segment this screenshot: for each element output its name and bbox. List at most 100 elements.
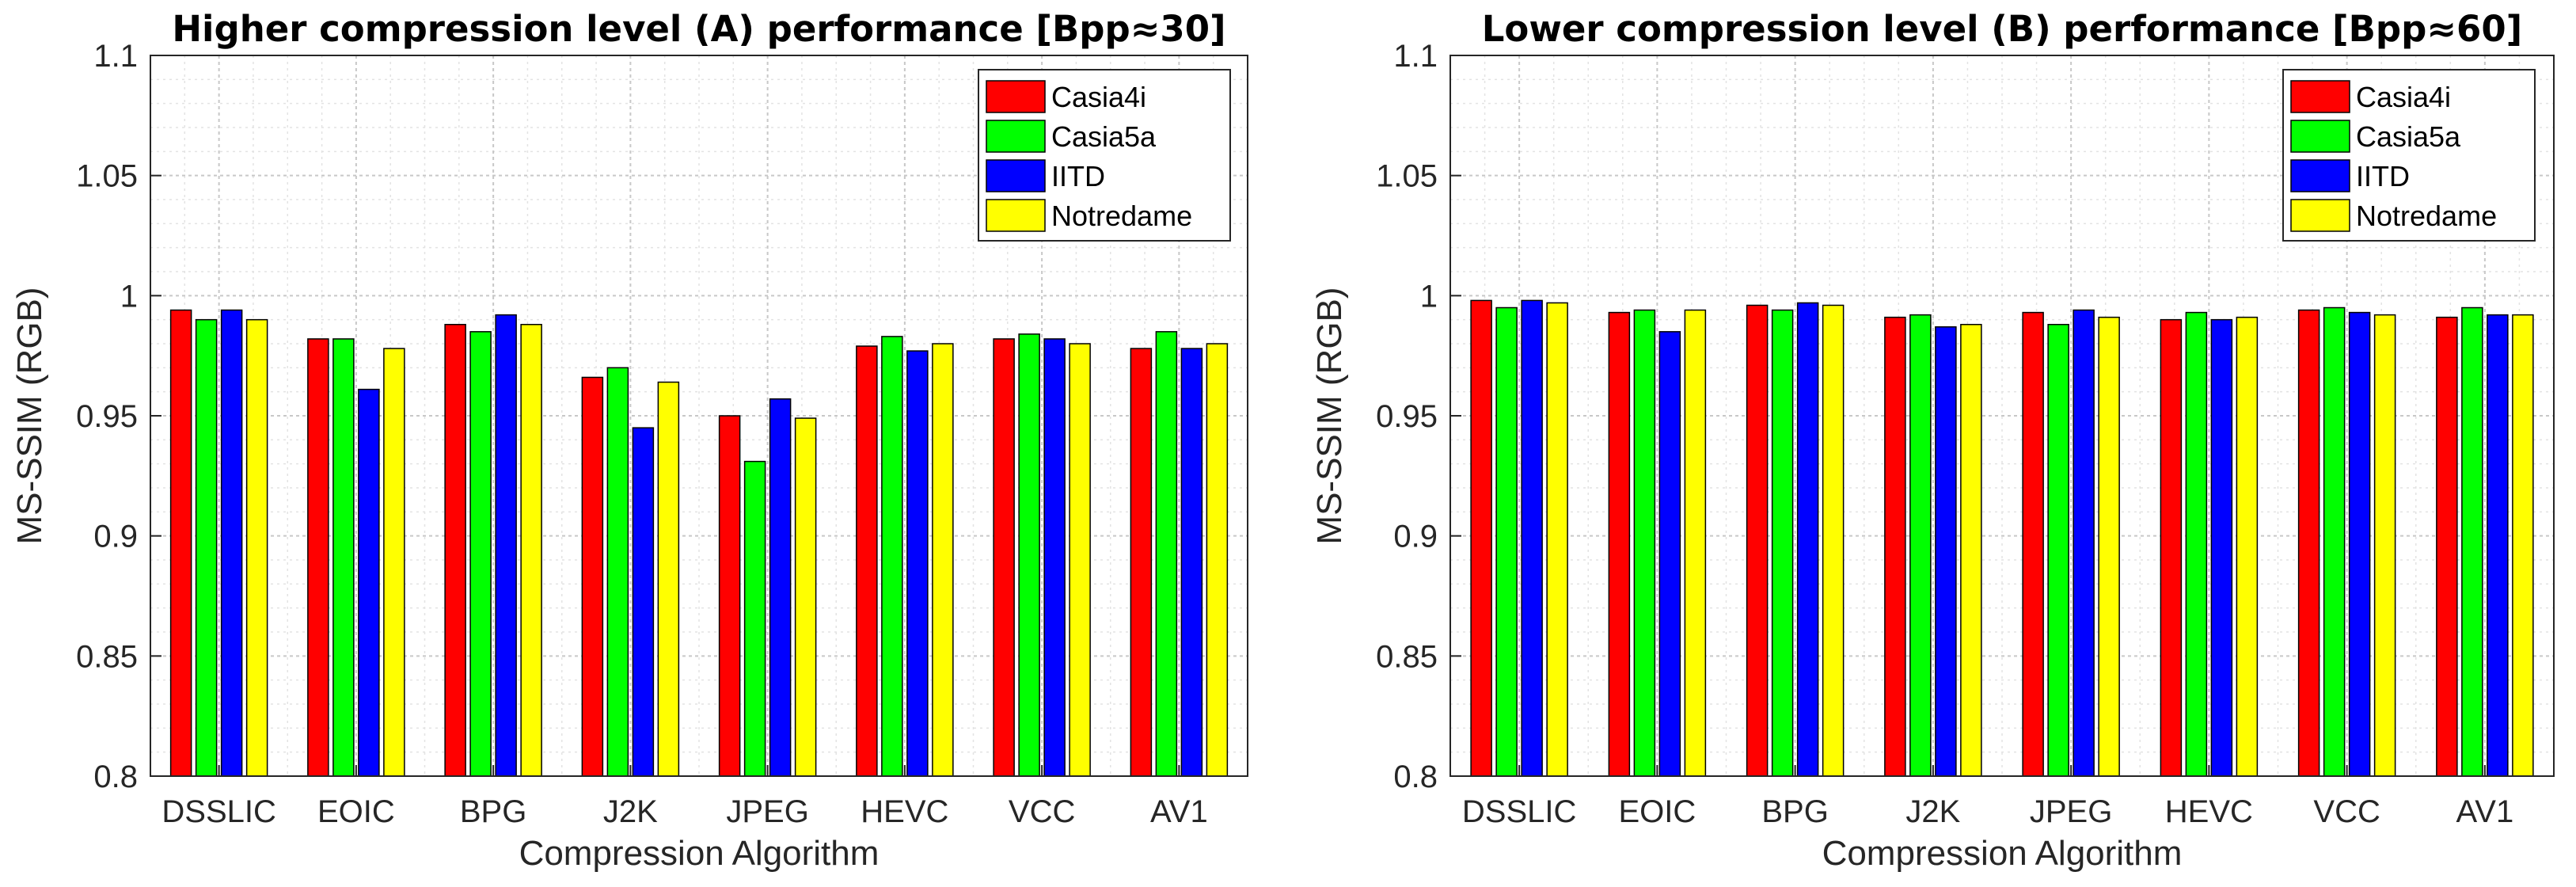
bar-iitd-bpg <box>495 314 517 777</box>
x-tick-label: DSSLIC <box>1462 794 1577 829</box>
y-tick-label: 1.05 <box>76 159 138 194</box>
legend-swatch-notredame <box>986 199 1046 232</box>
y-tick-label: 0.8 <box>1393 759 1438 794</box>
bar-casia5a-dsslic <box>195 318 218 777</box>
bar-iitd-hevc <box>2210 318 2233 777</box>
bar-casia4i-eoic <box>1608 311 1631 777</box>
bar-iitd-eoic <box>1658 331 1681 777</box>
bar-casia4i-vcc <box>993 338 1015 777</box>
legend-label-casia4i: Casia4i <box>1051 81 1146 113</box>
bar-casia5a-hevc <box>881 336 903 777</box>
bar-iitd-j2k <box>1935 326 1957 777</box>
x-tick-label: VCC <box>1009 794 1075 829</box>
x-tick-label: EOIC <box>317 794 395 829</box>
bar-casia5a-eoic <box>1633 309 1656 777</box>
bar-iitd-jpeg <box>769 398 792 777</box>
bar-casia4i-bpg <box>444 323 466 777</box>
x-tick-label: AV1 <box>1150 794 1208 829</box>
x-tick-label: AV1 <box>2456 794 2514 829</box>
bar-casia4i-hevc <box>2160 318 2183 777</box>
bar-iitd-jpeg <box>2073 309 2095 777</box>
bar-notredame-bpg <box>1822 304 1845 777</box>
x-axis-label: Compression Algorithm <box>1822 834 2183 873</box>
bar-casia4i-j2k <box>1884 316 1906 777</box>
bar-notredame-vcc <box>2373 314 2396 777</box>
y-tick-label: 0.9 <box>93 520 138 554</box>
bar-notredame-jpeg <box>2098 316 2120 777</box>
x-tick-label: VCC <box>2313 794 2380 829</box>
chart-panel-1: 0.8 0.85 0.9 0.95 1 1.05 1.1 DSSLIC EOIC BPG J2K JP… <box>10 8 1248 873</box>
bar-notredame-eoic <box>1684 309 1707 777</box>
axes-box <box>1449 55 2555 777</box>
legend-swatch-casia5a <box>986 120 1046 153</box>
bar-iitd-dsslic <box>1521 299 1543 777</box>
bar-casia4i-av1 <box>1130 348 1153 777</box>
bar-casia4i-dsslic <box>1470 299 1492 777</box>
bar-casia5a-dsslic <box>1495 306 1518 777</box>
bar-notredame-j2k <box>657 381 680 777</box>
bar-casia4i-j2k <box>581 376 604 777</box>
bar-casia4i-hevc <box>856 345 878 777</box>
bar-casia5a-hevc <box>2185 311 2208 777</box>
bar-notredame-j2k <box>1960 323 1982 777</box>
bar-iitd-j2k <box>632 427 655 777</box>
bar-notredame-vcc <box>1069 343 1091 777</box>
bar-casia4i-av1 <box>2436 316 2458 777</box>
legend-label-notredame: Notredame <box>1051 200 1192 232</box>
legend-swatch-notredame <box>2290 199 2350 232</box>
bar-iitd-dsslic <box>220 309 243 777</box>
chart-title: Lower compression level (B) performance … <box>1482 8 2523 50</box>
bar-casia5a-bpg <box>469 331 492 777</box>
legend-label-iitd: IITD <box>1051 160 1105 192</box>
bar-iitd-av1 <box>2487 314 2509 777</box>
bar-iitd-av1 <box>1180 348 1203 777</box>
bar-iitd-vcc <box>1043 338 1066 777</box>
x-tick-label: J2K <box>603 794 658 829</box>
bar-casia5a-jpeg <box>2047 323 2069 777</box>
bar-iitd-hevc <box>906 350 929 777</box>
x-tick-label: EOIC <box>1618 794 1696 829</box>
bar-notredame-bpg <box>520 323 542 777</box>
bar-casia4i-jpeg <box>718 415 741 777</box>
y-tick-label: 1 <box>1420 279 1438 314</box>
y-tick-label: 0.9 <box>1393 520 1438 554</box>
bar-iitd-bpg <box>1796 302 1819 777</box>
bar-casia4i-bpg <box>1746 304 1769 777</box>
bar-casia5a-j2k <box>1909 314 1932 777</box>
legend-swatch-casia4i <box>2290 80 2350 113</box>
bar-iitd-vcc <box>2348 311 2371 777</box>
legend: Casia4i Casia5a IITD Notredame <box>978 69 1231 242</box>
chart-title: Higher compression level (A) performance… <box>172 8 1225 50</box>
y-tick-label: 1.1 <box>93 39 138 74</box>
y-tick-label: 1.1 <box>1393 39 1438 74</box>
bar-notredame-hevc <box>2236 316 2259 777</box>
x-tick-label: DSSLIC <box>161 794 276 829</box>
bar-casia5a-vcc <box>1018 333 1040 777</box>
bar-notredame-dsslic <box>1546 302 1568 777</box>
bar-notredame-jpeg <box>794 417 817 777</box>
legend: Casia4i Casia5a IITD Notredame <box>2282 69 2536 242</box>
bar-casia4i-eoic <box>307 338 329 777</box>
y-tick-label: 0.8 <box>93 759 138 794</box>
bar-casia5a-j2k <box>606 367 629 777</box>
y-axis-label: MS-SSIM (RGB) <box>1310 287 1349 544</box>
y-tick-label: 1 <box>120 279 138 314</box>
x-tick-label: HEVC <box>861 794 948 829</box>
bar-casia5a-jpeg <box>743 460 766 777</box>
legend-swatch-casia4i <box>986 80 1046 113</box>
x-axis-label: Compression Algorithm <box>519 834 880 873</box>
legend-label-casia5a: Casia5a <box>2356 120 2461 153</box>
y-tick-label: 0.95 <box>1376 399 1438 434</box>
y-tick-label: 0.85 <box>76 639 138 674</box>
legend-swatch-iitd <box>2290 159 2350 192</box>
bar-notredame-hevc <box>932 343 954 777</box>
legend-swatch-casia5a <box>2290 120 2350 153</box>
legend-label-iitd: IITD <box>2356 160 2410 192</box>
bar-casia4i-vcc <box>2297 309 2320 777</box>
x-tick-label: J2K <box>1905 794 1960 829</box>
y-tick-label: 0.95 <box>76 399 138 434</box>
x-tick-label: JPEG <box>2030 794 2112 829</box>
x-tick-label: JPEG <box>726 794 808 829</box>
x-tick-label: BPG <box>460 794 526 829</box>
